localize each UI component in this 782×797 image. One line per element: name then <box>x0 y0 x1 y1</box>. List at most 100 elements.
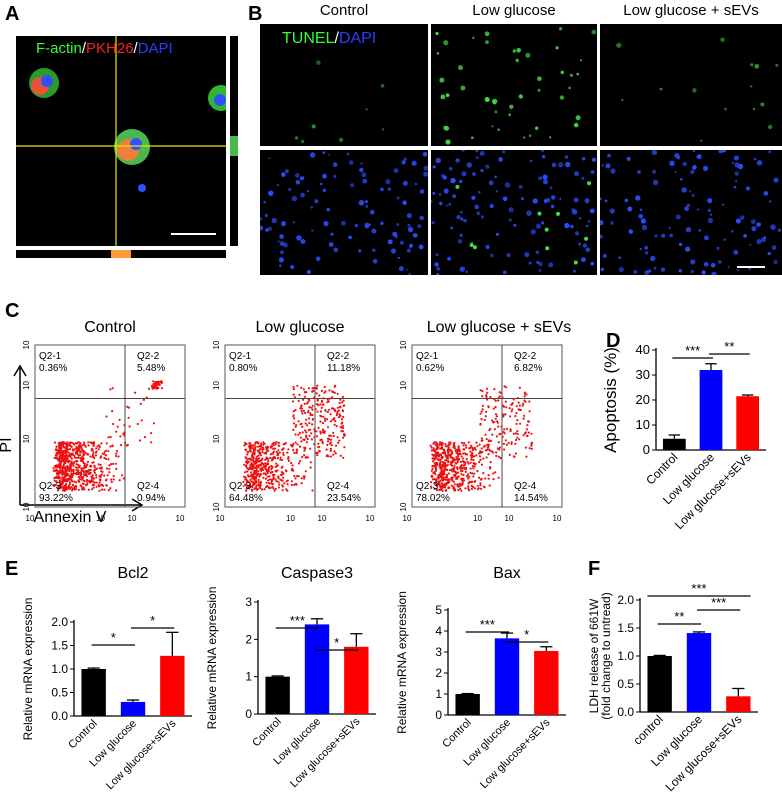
event-dot <box>442 461 445 464</box>
cell-dot <box>461 150 465 152</box>
event-dot <box>435 447 438 450</box>
apoptotic-dot <box>584 236 589 241</box>
event-dot <box>333 391 336 394</box>
y-tick-label: 0.0 <box>617 705 634 719</box>
cell-dot <box>414 182 418 186</box>
cell-dot <box>588 220 591 223</box>
event-dot <box>321 422 324 425</box>
y-tick-label: 0 <box>435 708 442 722</box>
event-dot <box>315 452 318 455</box>
event-dot <box>274 443 277 446</box>
event-dot <box>294 441 297 444</box>
cell-dot <box>639 247 642 251</box>
cell-dot <box>296 235 302 241</box>
cell-dot <box>422 152 428 157</box>
event-dot <box>64 452 67 455</box>
event-dot <box>64 475 67 478</box>
event-dot <box>319 403 322 406</box>
event-dot <box>246 453 249 456</box>
event-dot <box>115 467 118 470</box>
event-dot <box>252 444 255 447</box>
event-dot <box>67 479 70 482</box>
cell-dot <box>538 262 543 266</box>
cell-dot <box>300 192 305 198</box>
y-tick-label: 1.5 <box>51 639 68 653</box>
cell-dot <box>616 42 622 48</box>
event-dot <box>502 404 505 407</box>
cell-dot <box>557 162 564 168</box>
event-dot <box>302 388 305 391</box>
cell-dot <box>570 224 574 229</box>
event-dot <box>87 441 90 444</box>
event-dot <box>470 458 473 461</box>
stain-factin: F-actin <box>36 40 82 57</box>
significance-label: *** <box>691 581 706 596</box>
cell-dot <box>760 102 765 107</box>
cell-dot <box>763 236 767 239</box>
flow-plot-title-0: Control <box>84 319 136 336</box>
event-dot <box>446 449 449 452</box>
event-dot <box>514 442 517 445</box>
event-dot <box>452 446 455 449</box>
event-dot <box>439 454 443 457</box>
event-dot <box>481 408 484 411</box>
cell-dot <box>763 191 767 195</box>
y-tick-label: 0.5 <box>51 686 68 700</box>
cell-dot <box>541 155 546 159</box>
quadrant-pct-q4: 23.54% <box>327 493 361 504</box>
event-dot <box>320 406 323 409</box>
event-dot <box>466 460 469 463</box>
event-dot <box>459 460 462 463</box>
event-dot <box>295 451 298 454</box>
event-dot <box>480 418 483 421</box>
cell-dot <box>710 213 712 216</box>
event-dot <box>460 473 463 476</box>
event-dot <box>109 463 113 466</box>
cell-dot <box>281 172 286 177</box>
event-dot <box>482 445 486 448</box>
event-dot <box>319 430 322 433</box>
event-dot <box>154 381 157 384</box>
event-dot <box>105 415 108 418</box>
event-dot <box>463 442 466 445</box>
event-dot <box>455 458 458 461</box>
event-dot <box>116 425 119 428</box>
event-dot <box>77 445 80 448</box>
event-dot <box>293 451 296 454</box>
cell-dot <box>542 174 548 180</box>
category-label: Control <box>250 716 284 750</box>
flow-y-tick: 10 <box>399 381 408 390</box>
event-dot <box>324 390 327 393</box>
cell-dot <box>696 154 702 160</box>
event-dot <box>322 397 325 400</box>
event-dot <box>271 443 274 446</box>
event-dot <box>433 470 436 473</box>
event-dot <box>318 450 321 453</box>
cell-dot <box>418 244 424 250</box>
category-label: Low glucose+sEVs <box>663 712 745 794</box>
flow-x-tick: 10 <box>96 514 105 523</box>
event-dot <box>433 478 436 481</box>
event-dot <box>485 387 489 390</box>
event-dot <box>480 439 483 442</box>
event-dot <box>71 448 74 451</box>
flow-x-tick: 10 <box>473 514 482 523</box>
cell-dot <box>559 95 565 100</box>
event-dot <box>470 444 473 447</box>
cell-dot <box>434 262 439 267</box>
event-dot <box>84 445 87 448</box>
y-tick-label: 10 <box>636 417 650 432</box>
cell-dot <box>409 243 413 248</box>
event-dot <box>280 458 284 462</box>
event-dot <box>250 471 253 474</box>
event-dot <box>282 453 285 457</box>
cell-dot <box>605 163 611 169</box>
event-dot <box>478 452 481 455</box>
event-dot <box>430 446 433 449</box>
cell-dot <box>508 113 512 117</box>
event-dot <box>291 464 294 467</box>
event-dot <box>140 419 143 422</box>
event-dot <box>441 483 444 486</box>
event-dot <box>488 484 491 487</box>
event-dot <box>471 472 474 475</box>
